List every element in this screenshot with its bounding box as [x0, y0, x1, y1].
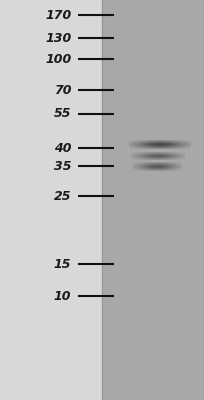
Text: 10: 10 [54, 290, 71, 302]
Text: 40: 40 [54, 142, 71, 154]
Text: 55: 55 [54, 108, 71, 120]
Text: 35: 35 [54, 160, 71, 172]
Text: 170: 170 [45, 9, 71, 22]
Text: 70: 70 [54, 84, 71, 96]
Text: 100: 100 [45, 53, 71, 66]
Text: 15: 15 [54, 258, 71, 270]
Text: 25: 25 [54, 190, 71, 202]
Bar [102, 0, 204, 400]
Bar [0, 0, 102, 400]
Text: 130: 130 [45, 32, 71, 44]
